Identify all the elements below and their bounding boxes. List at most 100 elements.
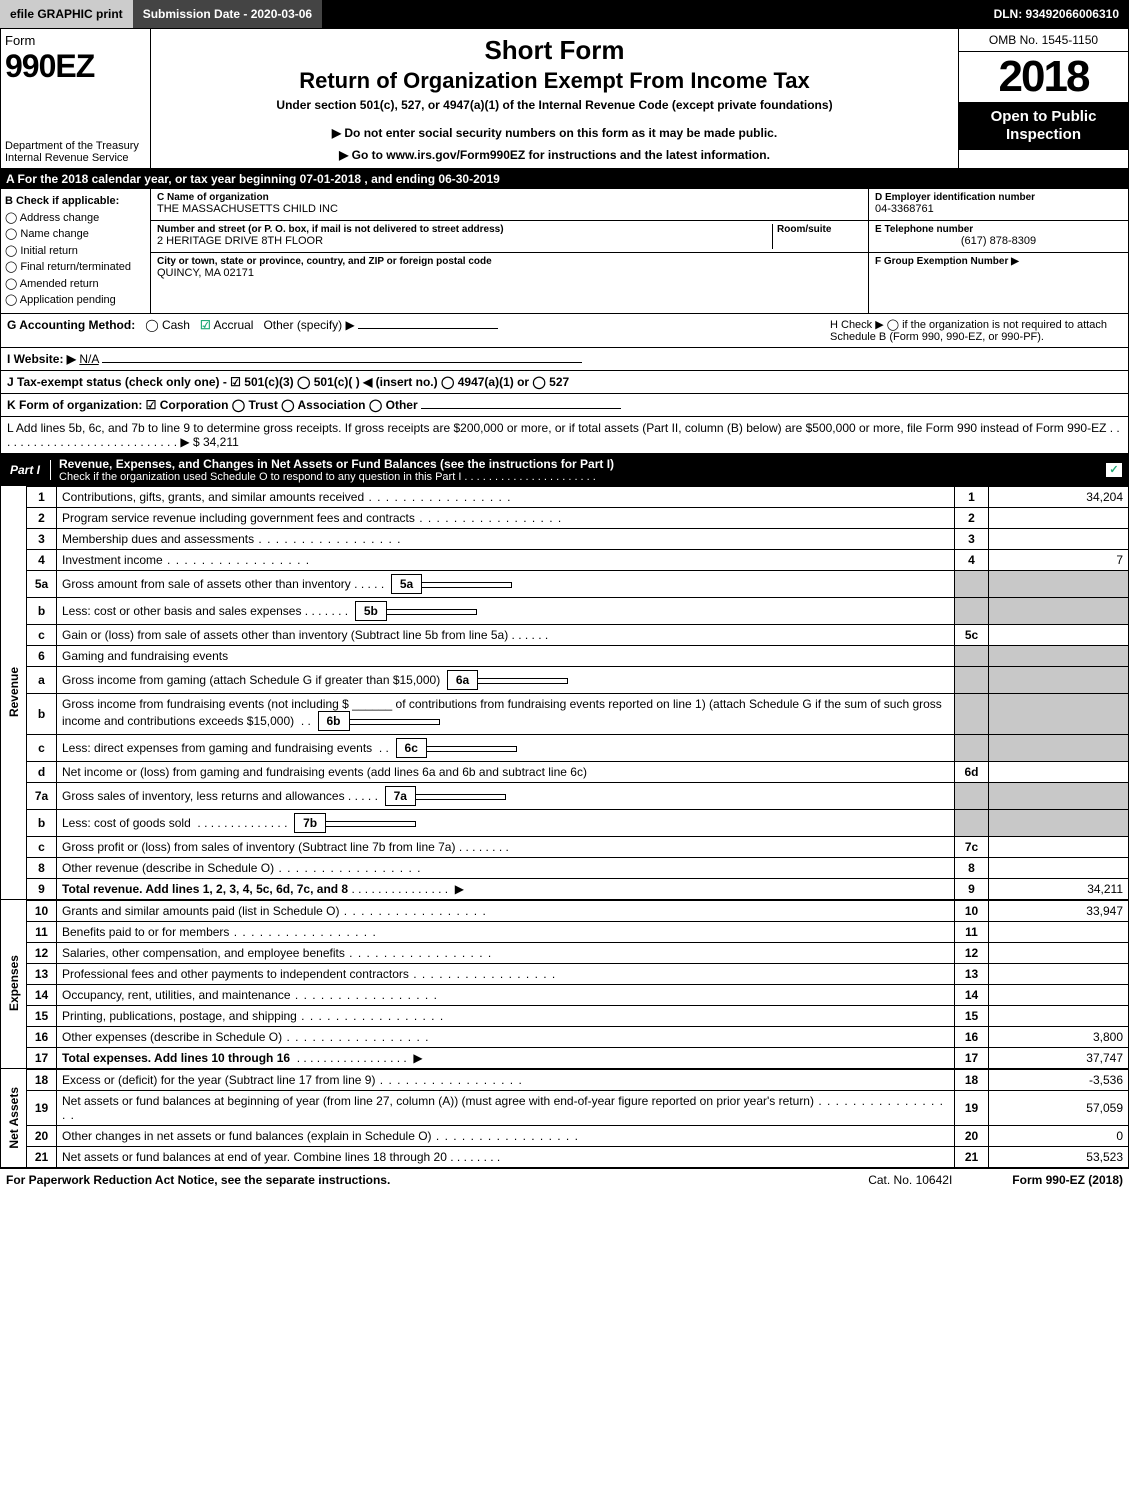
j-text[interactable]: J Tax-exempt status (check only one) - ☑… [7,375,569,389]
expenses-table: 10Grants and similar amounts paid (list … [26,900,1129,1069]
l-value: $ 34,211 [193,435,239,449]
box-c: C Name of organization THE MASSACHUSETTS… [151,189,868,313]
table-row: 18Excess or (deficit) for the year (Subt… [27,1069,1129,1090]
table-row: 7aGross sales of inventory, less returns… [27,782,1129,809]
period-end: 06-30-2019 [438,172,499,186]
do-not-enter: ▶ Do not enter social security numbers o… [159,126,950,140]
section-i: I Website: ▶ N/A [0,348,1129,371]
efile-print-label[interactable]: efile GRAPHIC print [0,0,133,28]
d-ein-label: D Employer identification number [875,192,1122,203]
revenue-side-label: Revenue [7,667,21,717]
under-section: Under section 501(c), 527, or 4947(a)(1)… [159,98,950,112]
period-mid: , and ending [364,172,438,186]
line10-value: 33,947 [989,900,1129,921]
form-word: Form [5,33,146,48]
c-street-value: 2 HERITAGE DRIVE 8TH FLOOR [157,235,772,247]
e-phone-value: (617) 878-8309 [875,235,1122,247]
omb-number: OMB No. 1545-1150 [959,29,1128,52]
header-mid: Short Form Return of Organization Exempt… [151,29,958,168]
g-label: G Accounting Method: [7,318,135,332]
table-row: 19Net assets or fund balances at beginni… [27,1090,1129,1125]
g-other[interactable]: Other (specify) ▶ [263,318,354,332]
part1-tag: Part I [0,460,51,480]
table-row: 1Contributions, gifts, grants, and simil… [27,486,1129,507]
expenses-side-label: Expenses [7,955,21,1011]
d-ein-value: 04-3368761 [875,203,1122,215]
table-row: 17Total expenses. Add lines 10 through 1… [27,1047,1129,1068]
top-bar: efile GRAPHIC print Submission Date - 20… [0,0,1129,28]
period-begin: 07-01-2018 [300,172,361,186]
form-header: Form 990EZ Department of the Treasury In… [0,28,1129,169]
entity-info-block: B Check if applicable: Address change Na… [0,189,1129,314]
header-left: Form 990EZ Department of the Treasury In… [1,29,151,168]
tax-year: 2018 [959,52,1128,102]
expenses-block: Expenses 10Grants and similar amounts pa… [0,900,1129,1069]
table-row: 3Membership dues and assessments3 [27,528,1129,549]
c-city-label: City or town, state or province, country… [157,256,862,267]
chk-final-return[interactable]: Final return/terminated [5,259,146,276]
dln-label: DLN: 93492066006310 [984,0,1129,28]
box-b: B Check if applicable: Address change Na… [1,189,151,313]
line1-value: 34,204 [989,486,1129,507]
chk-address-change[interactable]: Address change [5,210,146,227]
cat-number: Cat. No. 10642I [868,1173,952,1187]
table-row: 13Professional fees and other payments t… [27,963,1129,984]
line9-value: 34,211 [989,878,1129,899]
chk-amended-return[interactable]: Amended return [5,276,146,293]
table-row: cLess: direct expenses from gaming and f… [27,734,1129,761]
table-row: dNet income or (loss) from gaming and fu… [27,761,1129,782]
submission-date-label: Submission Date - 2020-03-06 [133,0,322,28]
k-text[interactable]: K Form of organization: ☑ Corporation ◯ … [7,398,418,412]
table-row: 6Gaming and fundraising events [27,645,1129,666]
section-g-h: G Accounting Method: ◯ Cash ☑ Accrual Ot… [0,314,1129,348]
table-row: cGain or (loss) from sale of assets othe… [27,624,1129,645]
c-room-label: Room/suite [777,224,862,235]
open-to-public: Open to Public Inspection [959,102,1128,150]
irs-label: Internal Revenue Service [5,152,146,164]
table-row: bGross income from fundraising events (n… [27,693,1129,734]
line18-value: -3,536 [989,1069,1129,1090]
table-row: 8Other revenue (describe in Schedule O)8 [27,857,1129,878]
g-accrual[interactable]: Accrual [213,318,253,332]
c-name-value: THE MASSACHUSETTS CHILD INC [157,203,862,215]
chk-initial-return[interactable]: Initial return [5,243,146,260]
dept-treasury: Department of the Treasury [5,140,146,152]
table-row: 16Other expenses (describe in Schedule O… [27,1026,1129,1047]
form-number: 990EZ [5,48,146,85]
line16-value: 3,800 [989,1026,1129,1047]
table-row: 20Other changes in net assets or fund ba… [27,1125,1129,1146]
g-cash[interactable]: Cash [162,318,190,332]
table-row: bLess: cost of goods sold . . . . . . . … [27,809,1129,836]
i-label: I Website: ▶ [7,352,76,366]
table-row: 12Salaries, other compensation, and empl… [27,942,1129,963]
c-street-label: Number and street (or P. O. box, if mail… [157,224,772,235]
table-row: 14Occupancy, rent, utilities, and mainte… [27,984,1129,1005]
period-bar: A For the 2018 calendar year, or tax yea… [0,169,1129,189]
table-row: 10Grants and similar amounts paid (list … [27,900,1129,921]
section-l: L Add lines 5b, 6c, and 7b to line 9 to … [0,417,1129,454]
table-row: bLess: cost or other basis and sales exp… [27,597,1129,624]
form-ref: Form 990-EZ (2018) [1012,1173,1123,1187]
part1-title: Revenue, Expenses, and Changes in Net As… [59,457,1091,471]
table-row: 15Printing, publications, postage, and s… [27,1005,1129,1026]
header-right: OMB No. 1545-1150 2018 Open to Public In… [958,29,1128,168]
page-footer: For Paperwork Reduction Act Notice, see … [0,1168,1129,1191]
part1-checkline: Check if the organization used Schedule … [59,471,1091,483]
table-row: 2Program service revenue including gover… [27,507,1129,528]
part1-checkbox[interactable]: ✓ [1105,462,1123,478]
section-k: K Form of organization: ☑ Corporation ◯ … [0,394,1129,417]
period-prefix: A For the 2018 calendar year, or tax yea… [6,172,300,186]
short-form-title: Short Form [159,35,950,66]
go-to-link[interactable]: ▶ Go to www.irs.gov/Form990EZ for instru… [159,148,950,162]
line17-value: 37,747 [989,1047,1129,1068]
table-row: 5aGross amount from sale of assets other… [27,570,1129,597]
table-row: 9Total revenue. Add lines 1, 2, 3, 4, 5c… [27,878,1129,899]
h-schedule-b[interactable]: H Check ▶ ◯ if the organization is not r… [822,318,1122,343]
c-name-label: C Name of organization [157,192,862,203]
chk-name-change[interactable]: Name change [5,226,146,243]
line21-value: 53,523 [989,1146,1129,1167]
f-group-label: F Group Exemption Number ▶ [875,256,1122,267]
table-row: 4Investment income47 [27,549,1129,570]
chk-application-pending[interactable]: Application pending [5,292,146,309]
line19-value: 57,059 [989,1090,1129,1125]
